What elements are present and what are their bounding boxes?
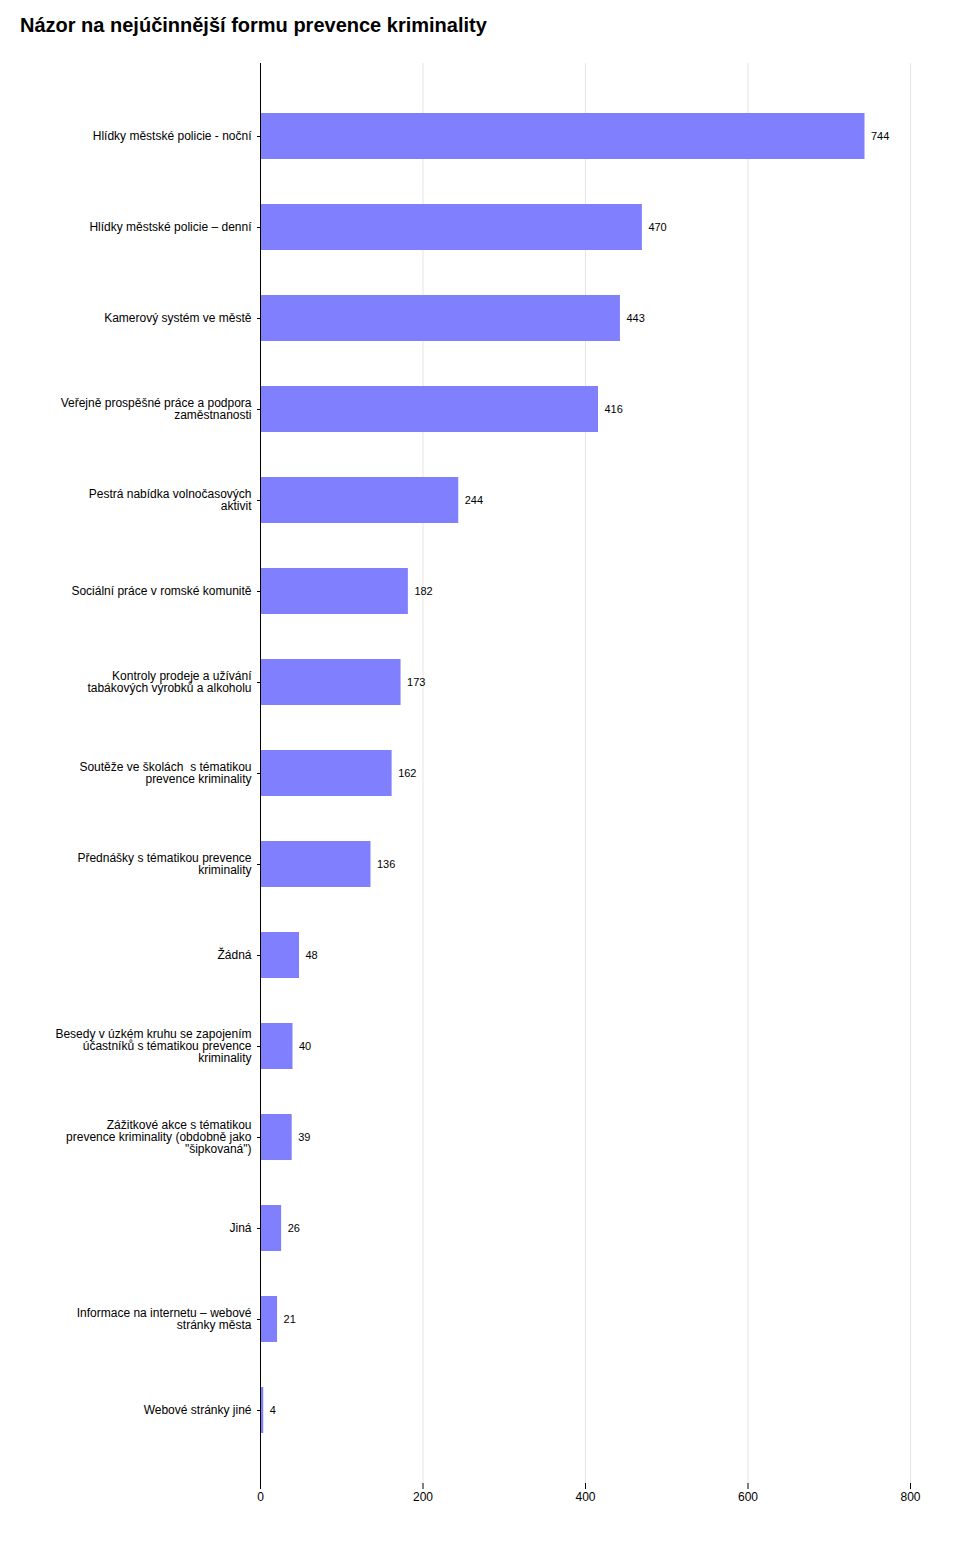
svg-text:200: 200	[413, 1490, 433, 1504]
svg-text:162: 162	[398, 767, 416, 779]
svg-text:800: 800	[900, 1490, 920, 1504]
svg-text:Pestrá nabídka volnočasovýchak: Pestrá nabídka volnočasovýchaktivit	[89, 487, 252, 513]
svg-text:470: 470	[648, 221, 666, 233]
svg-text:26: 26	[288, 1222, 300, 1234]
svg-text:182: 182	[414, 585, 432, 597]
svg-text:Zážitkové akce s tématikouprev: Zážitkové akce s tématikouprevence krimi…	[66, 1118, 252, 1156]
svg-text:416: 416	[605, 403, 623, 415]
svg-text:136: 136	[377, 858, 395, 870]
svg-text:Kamerový systém ve městě: Kamerový systém ve městě	[104, 311, 252, 325]
svg-text:40: 40	[299, 1040, 311, 1052]
svg-text:Kontroly prodeje a užívánítabá: Kontroly prodeje a užívánítabákových výr…	[87, 669, 252, 695]
svg-text:Jiná: Jiná	[229, 1221, 251, 1235]
svg-text:744: 744	[871, 130, 889, 142]
svg-text:244: 244	[465, 494, 483, 506]
svg-text:21: 21	[284, 1313, 296, 1325]
svg-text:Přednášky s tématikou prevence: Přednášky s tématikou prevencekriminalit…	[77, 851, 251, 877]
svg-text:173: 173	[407, 676, 425, 688]
svg-text:Besedy v úzkém kruhu se zapoje: Besedy v úzkém kruhu se zapojenímúčastní…	[55, 1027, 251, 1065]
svg-text:Veřejně prospěšné práce a podp: Veřejně prospěšné práce a podporazaměstn…	[61, 396, 252, 422]
svg-text:Sociální práce v romské komuni: Sociální práce v romské komunitě	[71, 584, 251, 598]
svg-text:Hlídky městské policie – denní: Hlídky městské policie – denní	[89, 220, 252, 234]
svg-text:Informace na internetu – webov: Informace na internetu – webovéstránky m…	[77, 1306, 252, 1332]
svg-text:48: 48	[306, 949, 318, 961]
svg-text:Webové stránky jiné: Webové stránky jiné	[144, 1403, 252, 1417]
svg-text:600: 600	[738, 1490, 758, 1504]
svg-text:0: 0	[257, 1490, 264, 1504]
svg-text:Soutěže ve školách s tématiko: Soutěže ve školách s tématikouprevence k…	[79, 760, 251, 786]
svg-text:Žádná: Žádná	[217, 947, 251, 962]
svg-text:400: 400	[575, 1490, 595, 1504]
svg-text:443: 443	[626, 312, 644, 324]
svg-text:Hlídky městské policie - noční: Hlídky městské policie - noční	[93, 129, 252, 143]
svg-text:39: 39	[298, 1131, 310, 1143]
html-text:Názor na nejúčinnější formu pr: Názor na nejúčinnější formu prevence kri…	[20, 14, 487, 36]
svg-text:4: 4	[270, 1404, 276, 1416]
